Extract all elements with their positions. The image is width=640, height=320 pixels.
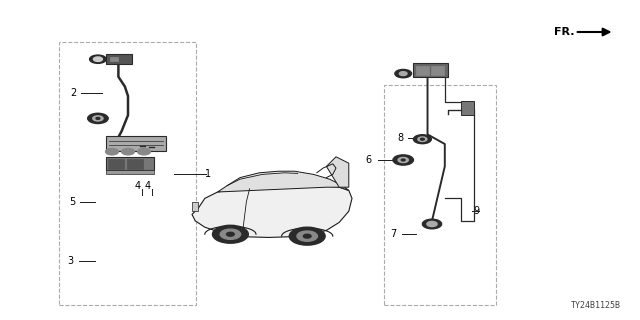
Text: 6: 6 [365,155,372,165]
Text: 2: 2 [70,88,77,98]
Polygon shape [218,171,349,192]
Circle shape [93,57,102,61]
Bar [192,202,198,211]
Text: 4: 4 [134,180,141,191]
Circle shape [96,117,100,119]
Circle shape [289,227,325,245]
Circle shape [303,234,311,238]
Text: 1: 1 [205,169,211,180]
Circle shape [422,219,442,229]
Text: TY24B1125B: TY24B1125B [571,301,621,310]
Circle shape [88,113,108,124]
Text: 4: 4 [144,180,150,191]
Bar [110,57,118,61]
Circle shape [401,159,405,161]
Text: 7: 7 [390,228,397,239]
Circle shape [399,72,407,76]
Text: 3: 3 [67,256,74,266]
Bar [431,66,444,75]
Text: 5: 5 [69,196,76,207]
Text: 8: 8 [397,132,403,143]
Circle shape [418,137,427,141]
Circle shape [297,231,317,241]
Circle shape [90,55,106,63]
Circle shape [413,135,431,144]
Circle shape [93,116,103,121]
Circle shape [220,229,241,239]
Circle shape [398,157,408,163]
Polygon shape [192,186,352,237]
Bar [106,54,132,64]
Circle shape [227,232,234,236]
Circle shape [420,138,424,140]
Bar [106,170,154,174]
Text: 9: 9 [474,206,480,216]
Circle shape [393,155,413,165]
Polygon shape [326,157,349,187]
Circle shape [122,148,134,155]
Bar [384,85,496,305]
Circle shape [427,221,437,227]
Bar [108,159,124,169]
Bar [59,42,196,305]
Circle shape [212,225,248,243]
Bar [127,159,143,169]
Bar [106,157,154,170]
Bar [413,63,448,77]
Text: FR.: FR. [554,27,574,37]
Circle shape [395,69,412,78]
Bar [461,101,474,115]
Circle shape [138,148,150,155]
Bar [416,66,429,75]
Bar [106,136,166,151]
Circle shape [106,148,118,155]
